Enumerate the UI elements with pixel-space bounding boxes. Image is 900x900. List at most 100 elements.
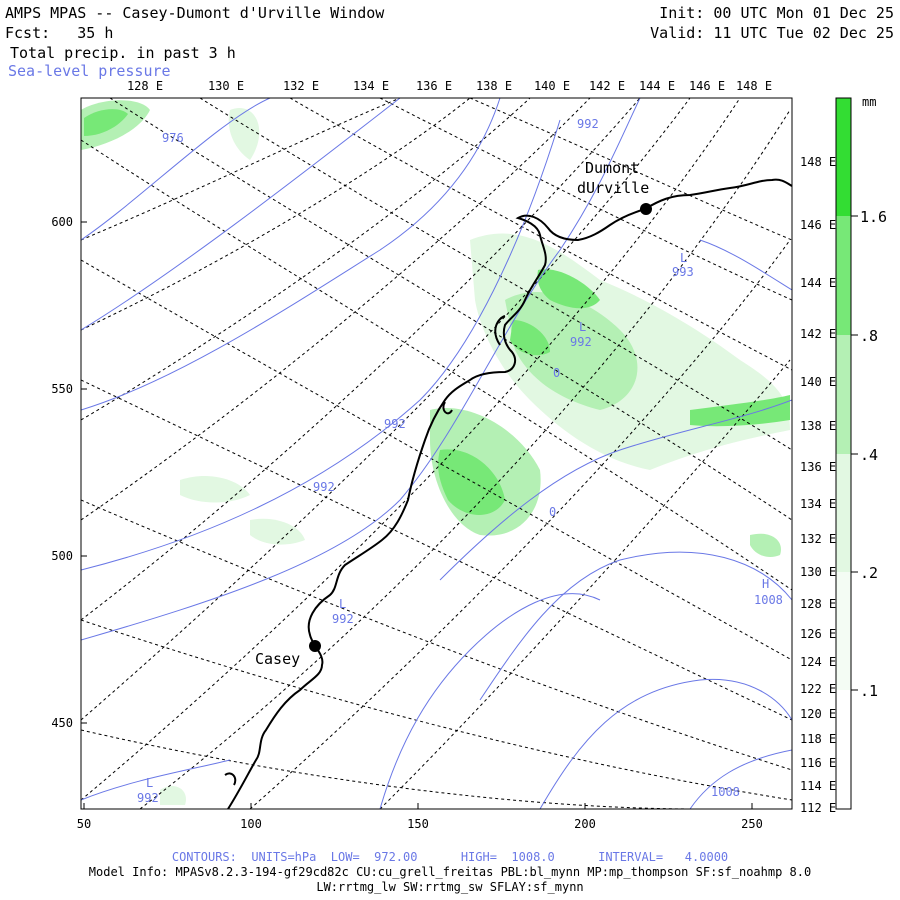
lon-label: 148 E	[736, 79, 772, 93]
grid-line	[81, 729, 701, 809]
precip-area	[505, 291, 638, 410]
isobar	[689, 749, 792, 809]
colorbar-labels: mm 1.6 .8 .4 .2 .1	[860, 95, 887, 700]
colorbar-label: .8	[860, 327, 878, 345]
x-tick-label: 150	[407, 817, 429, 831]
physics-info: LW:rrtmg_lw SW:rrtmg_sw SFLAY:sf_mynn	[316, 880, 584, 894]
y-axis-labels: 450 500 550 600	[51, 215, 73, 730]
precip-area	[510, 320, 550, 356]
lon-label: 128 E	[800, 597, 836, 611]
contour-label: 0	[549, 505, 556, 519]
lon-label: 116 E	[800, 756, 836, 770]
colorbar-unit: mm	[862, 95, 876, 109]
colorbar-label: .2	[860, 564, 878, 582]
isobar	[81, 119, 561, 571]
grid-line	[81, 98, 641, 621]
contour-label: 992	[577, 117, 599, 131]
lon-label: 148 E	[800, 155, 836, 169]
lon-label: 140 E	[534, 79, 570, 93]
grid-line	[81, 379, 792, 721]
x-tick-label: 250	[741, 817, 763, 831]
lon-label: 132 E	[800, 532, 836, 546]
lon-label: 146 E	[800, 218, 836, 232]
lon-label: 120 E	[800, 707, 836, 721]
lon-label: 114 E	[800, 779, 836, 793]
lon-label: 130 E	[800, 565, 836, 579]
contour-label: 0	[553, 366, 560, 380]
contour-label: 992	[332, 612, 354, 626]
grid-line	[81, 619, 792, 801]
x-tick-label: 50	[77, 817, 91, 831]
right-lon-labels: 148 E 146 E 144 E 142 E 140 E 138 E 136 …	[800, 155, 836, 815]
grid-line	[379, 98, 792, 301]
low-center-label: L	[579, 320, 586, 334]
contour-label: 992	[137, 791, 159, 805]
casey-label: Casey	[255, 650, 300, 668]
isobar	[539, 678, 792, 809]
colorbar-ticks	[851, 215, 858, 691]
isobar	[81, 98, 271, 241]
grid-line	[81, 98, 591, 521]
low-center-label: L	[680, 251, 687, 265]
low-center-label: L	[339, 597, 346, 611]
forecast-hour: Fcst: 35 h	[5, 24, 114, 42]
map-title: AMPS MPAS -- Casey-Dumont d'Urville Wind…	[5, 4, 385, 22]
isobar	[81, 98, 401, 331]
overlay-name: Sea-level pressure	[8, 62, 171, 80]
latlon-grid	[81, 98, 792, 809]
grid-line	[249, 239, 791, 809]
top-lon-labels: 128 E 130 E 132 E 134 E 136 E 138 E 140 …	[127, 79, 772, 93]
lon-label: 142 E	[800, 327, 836, 341]
grid-line	[81, 98, 741, 801]
isobar	[699, 239, 792, 291]
x-tick-label: 100	[240, 817, 262, 831]
precip-area	[250, 518, 305, 545]
precip-area	[537, 269, 600, 309]
x-axis-ticks	[83, 803, 753, 809]
x-axis-labels: 50 100 150 200 250	[77, 817, 763, 831]
isobar	[379, 593, 601, 809]
dumont-label-line1: Dumont	[585, 159, 639, 177]
isobar	[81, 759, 231, 801]
field-name: Total precip. in past 3 h	[10, 44, 236, 62]
colorbar-segment	[836, 690, 851, 809]
contour-labels: 976 992 993 992 992 992 992 0 0 1008 992…	[137, 117, 783, 805]
lon-label: 136 E	[416, 79, 452, 93]
lon-label: 144 E	[639, 79, 675, 93]
contour-info: CONTOURS: UNITS=hPa LOW= 972.00 HIGH= 10…	[171, 850, 729, 864]
contour-label: 976	[162, 131, 184, 145]
isobar	[479, 551, 792, 701]
grid-line	[81, 98, 691, 721]
colorbar-label: .1	[860, 682, 878, 700]
dumont-label-line2: dUrville	[577, 179, 649, 197]
precip-area	[84, 109, 128, 136]
colorbar-segment	[836, 572, 851, 690]
lon-label: 124 E	[800, 655, 836, 669]
grid-line	[139, 109, 791, 809]
lon-label: 140 E	[800, 375, 836, 389]
grid-line	[81, 139, 792, 591]
colorbar-segment	[836, 335, 851, 454]
grid-line	[289, 98, 792, 371]
init-time: Init: 00 UTC Mon 01 Dec 25	[659, 4, 894, 22]
lon-label: 144 E	[800, 276, 836, 290]
contour-label: 992	[384, 417, 406, 431]
contour-label: 993	[672, 265, 694, 279]
model-info: Model Info: MPASv8.2.3-194-gf29cd82c CU:…	[88, 865, 812, 879]
colorbar: mm 1.6 .8 .4 .2 .1	[835, 95, 887, 810]
precip-area	[180, 475, 250, 503]
lon-label: 118 E	[800, 732, 836, 746]
colorbar-segment	[836, 454, 851, 572]
y-tick-label: 600	[51, 215, 73, 229]
precip-area	[438, 449, 505, 515]
grid-line	[81, 98, 401, 241]
lon-label: 134 E	[353, 79, 389, 93]
map-frame	[80, 97, 793, 810]
precip-area	[228, 108, 260, 160]
lon-label: 130 E	[208, 79, 244, 93]
pressure-contours	[81, 98, 792, 809]
contour-label: 992	[570, 335, 592, 349]
contour-label: 1008	[711, 785, 740, 799]
isobar	[439, 399, 792, 581]
precip-area	[750, 533, 781, 557]
